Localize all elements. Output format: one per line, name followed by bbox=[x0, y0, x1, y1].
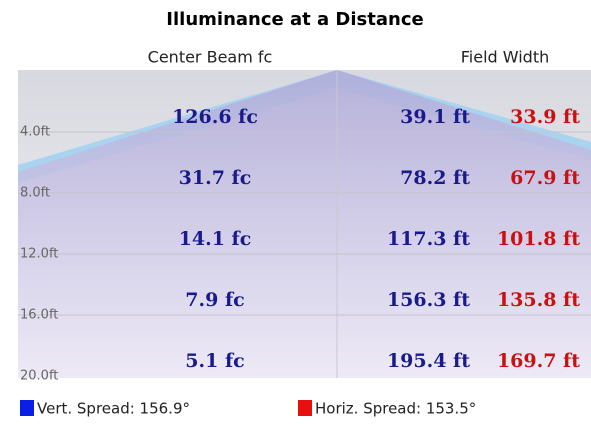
horiz-width: 135.8 ft bbox=[497, 289, 580, 311]
title: Illuminance at a Distance bbox=[166, 9, 423, 30]
vert-width: 195.4 ft bbox=[387, 350, 470, 372]
legend-swatch bbox=[20, 400, 34, 416]
header-field: Field Width bbox=[461, 48, 550, 67]
center-value: 14.1 fc bbox=[179, 228, 252, 250]
distance-label: 20.0ft bbox=[20, 369, 58, 384]
legend-label: Vert. Spread: 156.9° bbox=[37, 400, 190, 418]
distance-label: 4.0ft bbox=[20, 125, 50, 140]
center-value: 5.1 fc bbox=[185, 350, 244, 372]
horiz-width: 33.9 ft bbox=[510, 106, 580, 128]
horiz-width: 169.7 ft bbox=[497, 350, 580, 372]
center-value: 126.6 fc bbox=[172, 106, 258, 128]
distance-label: 8.0ft bbox=[20, 186, 50, 201]
vert-width: 117.3 ft bbox=[387, 228, 470, 250]
header-center: Center Beam fc bbox=[148, 48, 273, 67]
vert-width: 156.3 ft bbox=[387, 289, 470, 311]
horiz-width: 67.9 ft bbox=[510, 167, 580, 189]
center-value: 31.7 fc bbox=[179, 167, 252, 189]
vert-width: 39.1 ft bbox=[400, 106, 470, 128]
beam bbox=[18, 70, 591, 378]
distance-label: 12.0ft bbox=[20, 247, 58, 262]
horiz-width: 101.8 ft bbox=[497, 228, 580, 250]
legend-label: Horiz. Spread: 153.5° bbox=[315, 400, 476, 418]
vert-width: 78.2 ft bbox=[400, 167, 470, 189]
legend-swatch bbox=[298, 400, 312, 416]
center-value: 7.9 fc bbox=[185, 289, 244, 311]
distance-label: 16.0ft bbox=[20, 308, 58, 323]
